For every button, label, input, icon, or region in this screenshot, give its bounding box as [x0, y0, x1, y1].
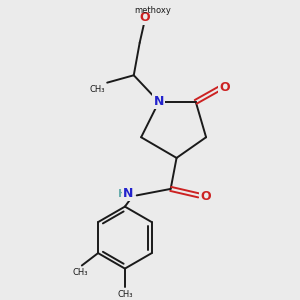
Text: H: H [118, 189, 127, 199]
Text: O: O [140, 11, 150, 24]
Text: CH₃: CH₃ [72, 268, 88, 278]
Text: N: N [123, 188, 133, 200]
Text: O: O [200, 190, 211, 203]
Text: CH₃: CH₃ [117, 290, 133, 299]
Text: CH₃: CH₃ [89, 85, 105, 94]
Text: methoxy: methoxy [134, 6, 171, 15]
Text: N: N [154, 95, 164, 108]
Text: O: O [219, 81, 230, 94]
